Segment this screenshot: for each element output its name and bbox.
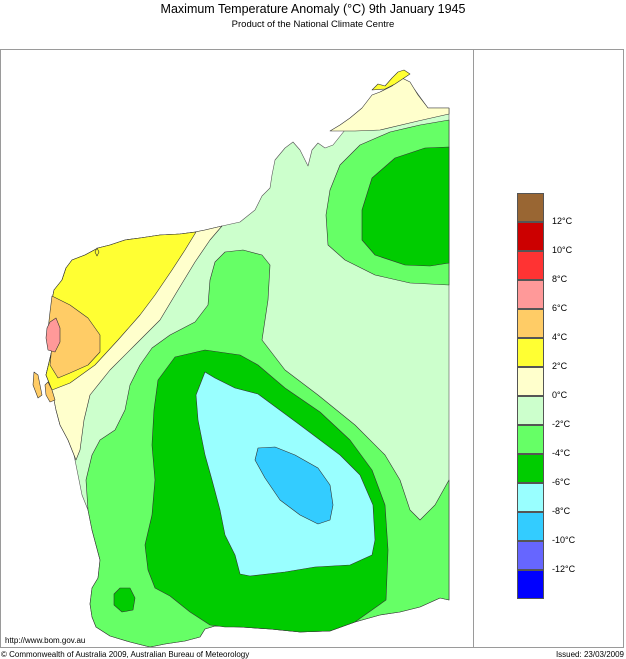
legend-label: 2°C: [552, 361, 568, 371]
legend-swatch-minus2-to-0: [517, 396, 544, 425]
legend-swatch-10-to-12: [517, 222, 544, 251]
legend-label: -12°C: [552, 564, 576, 574]
legend-label: -10°C: [552, 535, 576, 545]
legend-swatch-minus6-to-minus4: [517, 454, 544, 483]
legend-swatch-8-to-10: [517, 251, 544, 280]
zone-minus8-to-minus10: [254, 446, 334, 525]
coast-islands-shark-bay: [32, 371, 56, 403]
legend-swatch-above-12: [517, 193, 544, 222]
legend-swatch-minus12-to-minus10: [517, 541, 544, 570]
legend-swatch-6-to-8: [517, 280, 544, 309]
legend-label: -6°C: [552, 477, 571, 487]
legend-swatch-2-to-4: [517, 338, 544, 367]
zone-2-to-4-north: [371, 69, 411, 91]
legend-label: 8°C: [552, 274, 568, 284]
legend-label: -2°C: [552, 419, 571, 429]
map-frame: [0, 49, 624, 648]
zone-0-to-2-north: [329, 77, 450, 132]
legend-label: 4°C: [552, 332, 568, 342]
legend-label: 6°C: [552, 303, 568, 313]
issued-date: Issued: 23/03/2009: [555, 650, 624, 659]
zone-6-to-8: [45, 317, 61, 353]
legend-swatch-below-minus12: [517, 570, 544, 599]
legend-swatch-0-to-2: [517, 367, 544, 396]
legend-swatch-minus10-to-minus8: [517, 512, 544, 541]
temperature-anomaly-map: [32, 69, 450, 647]
legend-divider: [473, 49, 474, 648]
legend-label: -8°C: [552, 506, 571, 516]
legend-label: 10°C: [552, 245, 573, 255]
coast-island: [94, 247, 100, 257]
legend-label: 12°C: [552, 216, 573, 226]
zone-minus4-to-minus6-northeast: [361, 146, 450, 267]
legend-swatch-minus4-to-minus2: [517, 425, 544, 454]
legend-swatch-4-to-6: [517, 309, 544, 338]
map-title: Maximum Temperature Anomaly (°C) 9th Jan…: [160, 2, 466, 16]
legend-label: -4°C: [552, 448, 571, 458]
copyright-notice: © Commonwealth of Australia 2009, Austra…: [1, 650, 250, 659]
map-subtitle: Product of the National Climate Centre: [231, 19, 395, 30]
zone-minus4-to-minus6-southwest-spot: [113, 587, 136, 613]
legend-label: 0°C: [552, 390, 568, 400]
source-url: http://www.bom.gov.au: [5, 636, 86, 645]
legend-swatch-minus8-to-minus6: [517, 483, 544, 512]
